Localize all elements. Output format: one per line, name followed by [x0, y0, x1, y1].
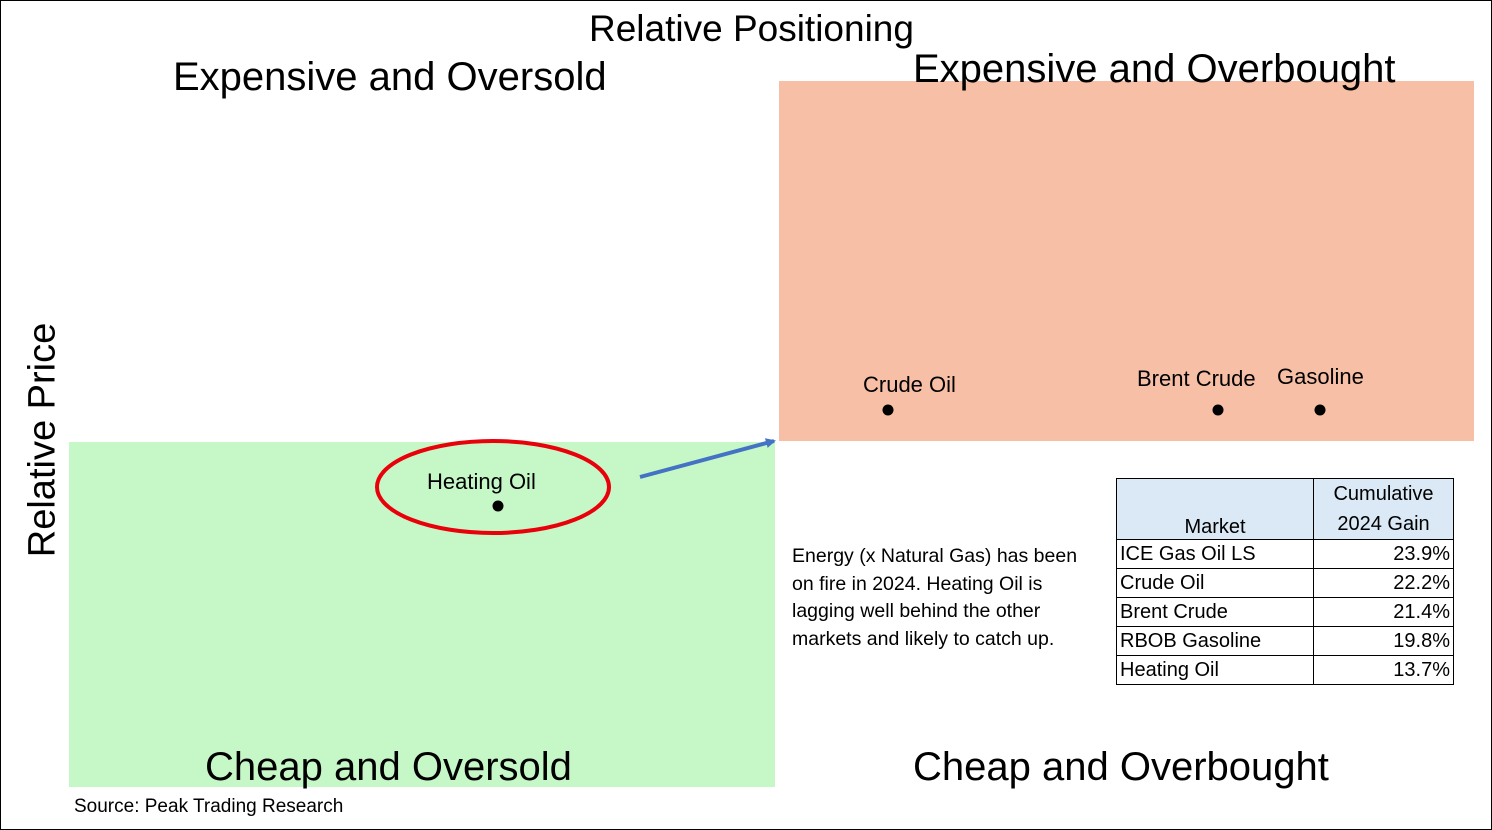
cheap-oversold-zone	[69, 442, 775, 787]
chart-title: Relative Positioning	[589, 8, 914, 49]
header-gain-line1: Cumulative	[1333, 483, 1434, 505]
quadrant-label-bottom-left: Cheap and Oversold	[205, 745, 572, 789]
quadrant-label-bottom-right: Cheap and Overbought	[913, 745, 1329, 789]
header-gain: Cumulative 2024 Gain	[1313, 478, 1454, 540]
table-row: Heating Oil 13.7%	[1116, 655, 1454, 685]
point-label-crude-oil: Crude Oil	[863, 372, 956, 397]
point-label-heating-oil: Heating Oil	[427, 469, 536, 494]
table-row: ICE Gas Oil LS 23.9%	[1116, 539, 1454, 569]
market-cell: Brent Crude	[1116, 597, 1314, 627]
table-header-row: Market Cumulative 2024 Gain	[1116, 478, 1454, 540]
expensive-overbought-zone	[779, 81, 1474, 441]
point-crude-oil	[882, 404, 894, 416]
highlight-ellipse	[375, 439, 611, 535]
quadrant-label-top-left: Expensive and Oversold	[173, 55, 607, 99]
point-brent-crude	[1212, 404, 1224, 416]
market-cell: Crude Oil	[1116, 568, 1314, 598]
header-market: Market	[1116, 478, 1314, 540]
header-gain-line2: 2024 Gain	[1337, 513, 1430, 535]
gain-cell: 13.7%	[1313, 655, 1454, 685]
gain-cell: 19.8%	[1313, 626, 1454, 656]
quadrant-label-top-right: Expensive and Overbought	[913, 47, 1396, 91]
market-cell: ICE Gas Oil LS	[1116, 539, 1314, 569]
market-cell: RBOB Gasoline	[1116, 626, 1314, 656]
source-note: Source: Peak Trading Research	[74, 796, 344, 817]
point-gasoline	[1314, 404, 1326, 416]
gain-table: Market Cumulative 2024 Gain ICE Gas Oil …	[1116, 478, 1454, 685]
commentary-note: Energy (x Natural Gas) has been on fire …	[792, 545, 1078, 650]
table-row: Crude Oil 22.2%	[1116, 568, 1454, 598]
gain-cell: 23.9%	[1313, 539, 1454, 569]
gain-cell: 21.4%	[1313, 597, 1454, 627]
table-row: RBOB Gasoline 19.8%	[1116, 626, 1454, 656]
point-label-gasoline: Gasoline	[1277, 364, 1364, 389]
point-label-brent-crude: Brent Crude	[1137, 366, 1256, 391]
gain-cell: 22.2%	[1313, 568, 1454, 598]
table-row: Brent Crude 21.4%	[1116, 597, 1454, 627]
market-cell: Heating Oil	[1116, 655, 1314, 685]
point-heating-oil	[492, 500, 504, 512]
catch-up-arrow	[639, 438, 776, 479]
